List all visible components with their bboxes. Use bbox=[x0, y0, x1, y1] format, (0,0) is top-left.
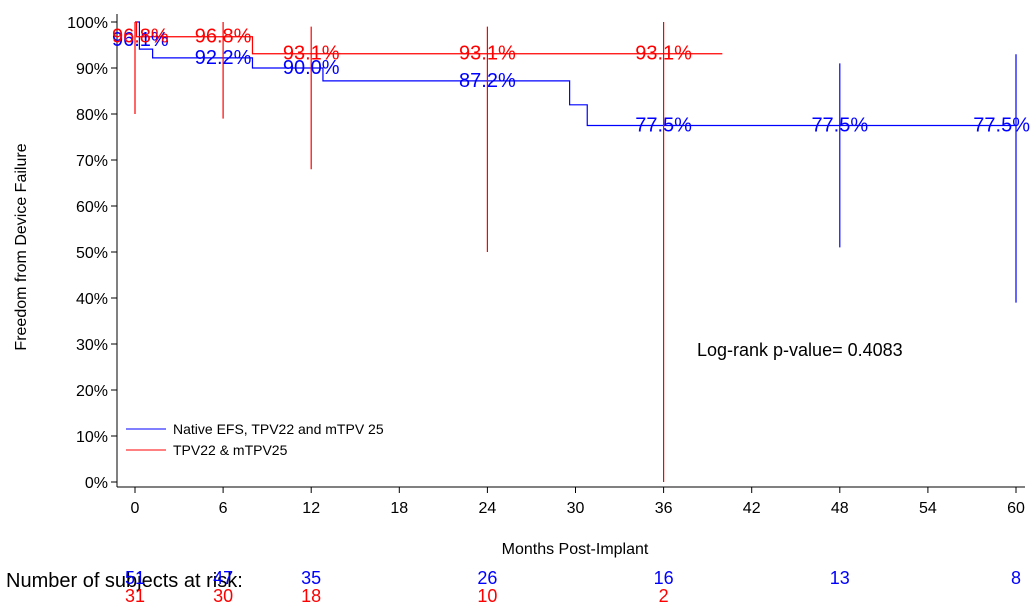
survival-point-label: 96.8% bbox=[195, 26, 252, 48]
y-ticks: 0% 10% 20% 30% 40% 50% 60% 70% 80% 90% 100% bbox=[67, 15, 117, 492]
survival-point-label: 77.5% bbox=[635, 115, 692, 137]
at-risk-count: 13 bbox=[830, 568, 850, 588]
y-tick-label: 20% bbox=[76, 383, 108, 400]
y-tick-label: 60% bbox=[76, 199, 108, 216]
x-axis-label: Months Post-Implant bbox=[502, 541, 649, 558]
survival-curve-0 bbox=[135, 21, 1016, 127]
y-tick-label: 50% bbox=[76, 245, 108, 262]
x-tick-label: 18 bbox=[390, 500, 408, 517]
at-risk-count: 51 bbox=[125, 568, 145, 588]
confidence-interval-bars bbox=[134, 22, 1017, 482]
survival-point-label: 93.1% bbox=[635, 43, 692, 65]
at-risk-table: 51 47 35 26 16 13 8 31 30 18 10 2 bbox=[125, 568, 1021, 606]
y-tick-label: 70% bbox=[76, 153, 108, 170]
x-tick-label: 30 bbox=[567, 500, 585, 517]
log-rank-annotation: Log-rank p-value= 0.4083 bbox=[697, 340, 903, 360]
at-risk-count: 2 bbox=[659, 586, 669, 606]
y-tick-label: 80% bbox=[76, 107, 108, 124]
survival-point-label: 96.1% bbox=[112, 29, 169, 51]
x-tick-label: 36 bbox=[655, 500, 673, 517]
point-labels: 96.1% 92.2% 90.0% 87.2% 77.5% 77.5% 77.5% 96.8%… bbox=[112, 26, 1030, 137]
y-axis-label: Freedom from Device Failure bbox=[13, 143, 30, 350]
survival-curves bbox=[135, 21, 1016, 127]
x-tick-label: 24 bbox=[479, 500, 497, 517]
at-risk-title: Number of subjects at risk: bbox=[6, 570, 243, 592]
legend-label-tpv: TPV22 & mTPV25 bbox=[173, 442, 288, 458]
x-tick-label: 54 bbox=[919, 500, 937, 517]
y-tick-label: 40% bbox=[76, 291, 108, 308]
x-tick-label: 6 bbox=[219, 500, 228, 517]
survival-point-label: 90.0% bbox=[283, 57, 340, 79]
x-ticks: 0 6 12 18 24 30 36 42 48 54 60 bbox=[131, 487, 1025, 517]
y-tick-label: 90% bbox=[76, 61, 108, 78]
x-tick-label: 42 bbox=[743, 500, 761, 517]
survival-point-label: 93.1% bbox=[283, 43, 340, 65]
x-tick-label: 48 bbox=[831, 500, 849, 517]
x-tick-label: 60 bbox=[1007, 500, 1025, 517]
at-risk-count: 10 bbox=[477, 586, 497, 606]
y-tick-label: 0% bbox=[85, 475, 108, 492]
legend: Native EFS, TPV22 and mTPV 25 TPV22 & mT… bbox=[126, 421, 384, 458]
survival-point-label: 77.5% bbox=[973, 115, 1030, 137]
legend-label-native: Native EFS, TPV22 and mTPV 25 bbox=[173, 421, 384, 437]
y-tick-label: 30% bbox=[76, 337, 108, 354]
at-risk-count: 30 bbox=[213, 586, 233, 606]
survival-point-label: 93.1% bbox=[459, 43, 516, 65]
y-tick-label: 10% bbox=[76, 429, 108, 446]
survival-point-label: 96.8% bbox=[112, 26, 169, 48]
at-risk-count: 26 bbox=[477, 568, 497, 588]
at-risk-count: 35 bbox=[301, 568, 321, 588]
at-risk-count: 16 bbox=[654, 568, 674, 588]
at-risk-count: 8 bbox=[1011, 568, 1021, 588]
survival-point-label: 77.5% bbox=[811, 115, 868, 137]
x-tick-label: 0 bbox=[131, 500, 140, 517]
survival-curve-1 bbox=[135, 21, 723, 55]
at-risk-count: 18 bbox=[301, 586, 321, 606]
survival-point-label: 92.2% bbox=[195, 47, 252, 69]
at-risk-count: 47 bbox=[213, 568, 233, 588]
at-risk-count: 31 bbox=[125, 586, 145, 606]
survival-point-label: 87.2% bbox=[459, 70, 516, 92]
y-tick-label: 100% bbox=[67, 15, 108, 32]
x-tick-label: 12 bbox=[302, 500, 320, 517]
axes: 0% 10% 20% 30% 40% 50% 60% 70% 80% 90% 100% 0 6 12 18… bbox=[67, 14, 1025, 517]
